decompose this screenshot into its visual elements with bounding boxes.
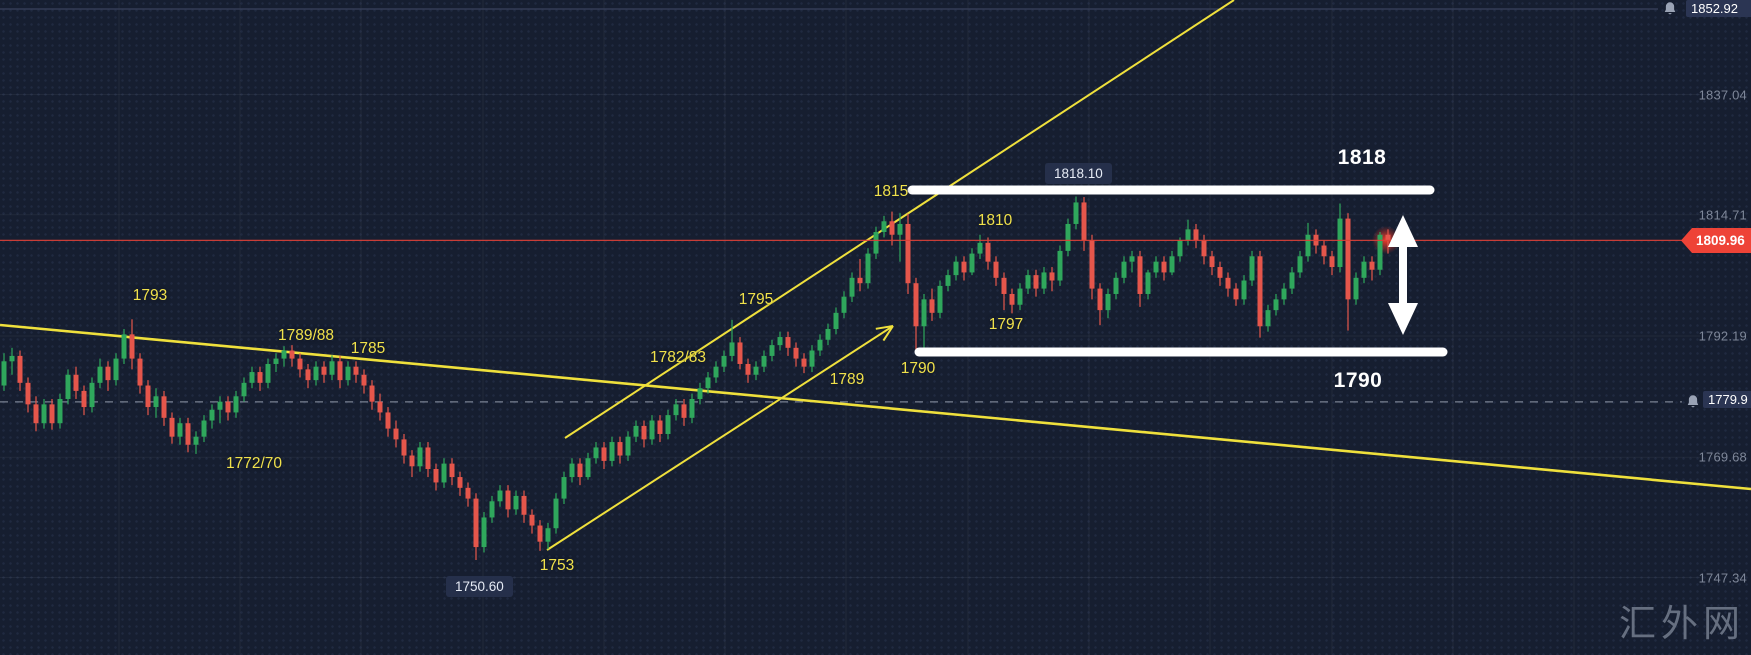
- axis-tick-label: 1837.04: [1698, 87, 1747, 102]
- price-alert-bell-icon[interactable]: [1684, 393, 1702, 411]
- swing-price-label: 1797: [988, 316, 1024, 333]
- axis-tick-label: 1769.68: [1698, 449, 1747, 465]
- axis-tick-label: 1747.34: [1698, 570, 1747, 586]
- swing-price-label: 1753: [539, 557, 575, 574]
- range-arrow: [1388, 215, 1418, 335]
- price-alert-label-bottom[interactable]: 1779.9: [1703, 391, 1751, 408]
- swing-price-label: 1793: [132, 287, 168, 304]
- swing-price-label: 1810: [977, 212, 1013, 229]
- swing-price-label: 1772/70: [225, 455, 283, 472]
- candles: [1, 196, 1391, 560]
- swing-price-label: 1782/83: [649, 349, 707, 366]
- support-price-label: 1790: [1333, 369, 1383, 392]
- grid-lines: [0, 0, 1700, 655]
- swing-price-label: 1789/88: [277, 327, 335, 344]
- swing-price-label: 1795: [738, 291, 774, 308]
- watermark: 汇外网: [1619, 604, 1745, 645]
- swing-price-label: 1790: [900, 360, 936, 377]
- swing-price-label: 1785: [350, 340, 386, 357]
- resistance-price-label: 1818: [1337, 146, 1387, 169]
- axis-tick-label: 1814.71: [1698, 207, 1747, 223]
- axis-tick-label: 1792.19: [1698, 328, 1747, 344]
- swing-price-label: 1789: [829, 371, 865, 388]
- price-alert-bell-icon[interactable]: [1661, 0, 1679, 18]
- price-alert-label-top[interactable]: 1852.92: [1686, 0, 1751, 17]
- session-high-label: 1818.10: [1045, 163, 1112, 184]
- current-price-badge: 1809.96: [1681, 228, 1751, 253]
- swing-price-label: 1815: [873, 183, 909, 200]
- session-low-label: 1750.60: [446, 576, 513, 597]
